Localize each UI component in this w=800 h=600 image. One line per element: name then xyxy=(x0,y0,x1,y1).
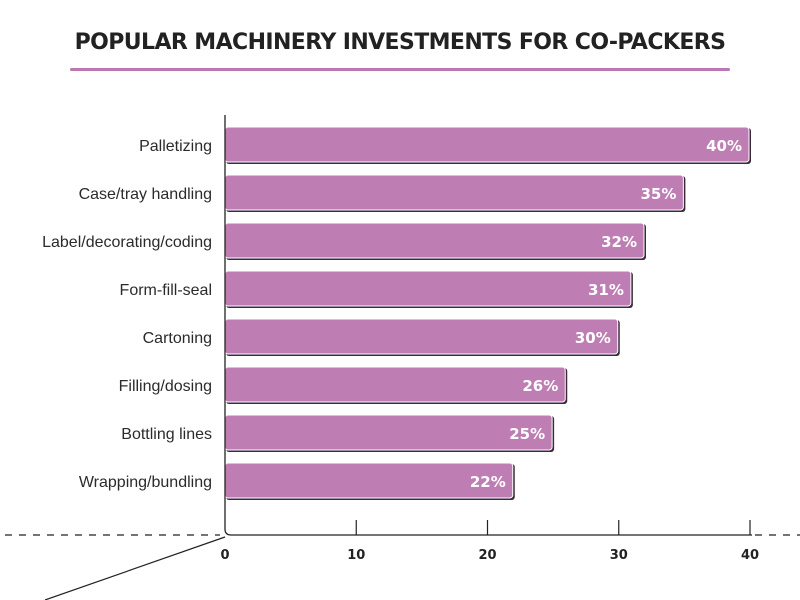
x-tick-label: 40 xyxy=(741,548,759,563)
bar xyxy=(224,222,645,259)
axis-line xyxy=(224,115,752,536)
data-label: 31% xyxy=(588,281,624,299)
bar xyxy=(224,174,684,211)
category-label: Case/tray handling xyxy=(79,186,212,203)
data-label: 35% xyxy=(640,185,676,203)
data-label: 22% xyxy=(470,473,506,491)
category-label: Cartoning xyxy=(143,330,212,347)
x-tick-label: 0 xyxy=(220,548,229,563)
axis-decoration xyxy=(5,534,800,600)
x-tick-label: 30 xyxy=(610,548,628,563)
category-label: Palletizing xyxy=(139,138,212,155)
data-label: 26% xyxy=(522,377,558,395)
category-label: Label/decorating/coding xyxy=(42,234,212,251)
chart-title: POPULAR MACHINERY INVESTMENTS FOR CO-PAC… xyxy=(74,30,726,55)
data-label: 40% xyxy=(706,137,742,155)
x-tick-label: 10 xyxy=(347,548,365,563)
bar xyxy=(224,414,553,451)
category-label: Bottling lines xyxy=(121,426,212,443)
bar xyxy=(224,126,750,163)
axes-group: Palletizing Case/tray handling Label/decor… xyxy=(42,115,759,563)
perspective-line xyxy=(44,536,226,600)
category-label: Wrapping/bundling xyxy=(79,474,212,491)
data-label: 30% xyxy=(575,329,611,347)
bars-group: 40% 35% 32% 31% 30% 26% 25% 22% xyxy=(224,126,751,500)
bar xyxy=(224,270,632,307)
data-label: 32% xyxy=(601,233,637,251)
category-label: Filling/dosing xyxy=(119,378,212,395)
bar xyxy=(224,318,619,355)
category-label: Form-fill-seal xyxy=(120,282,212,299)
data-label: 25% xyxy=(509,425,545,443)
x-tick-label: 20 xyxy=(478,548,496,563)
title-underline xyxy=(70,68,730,71)
bar xyxy=(224,366,566,403)
